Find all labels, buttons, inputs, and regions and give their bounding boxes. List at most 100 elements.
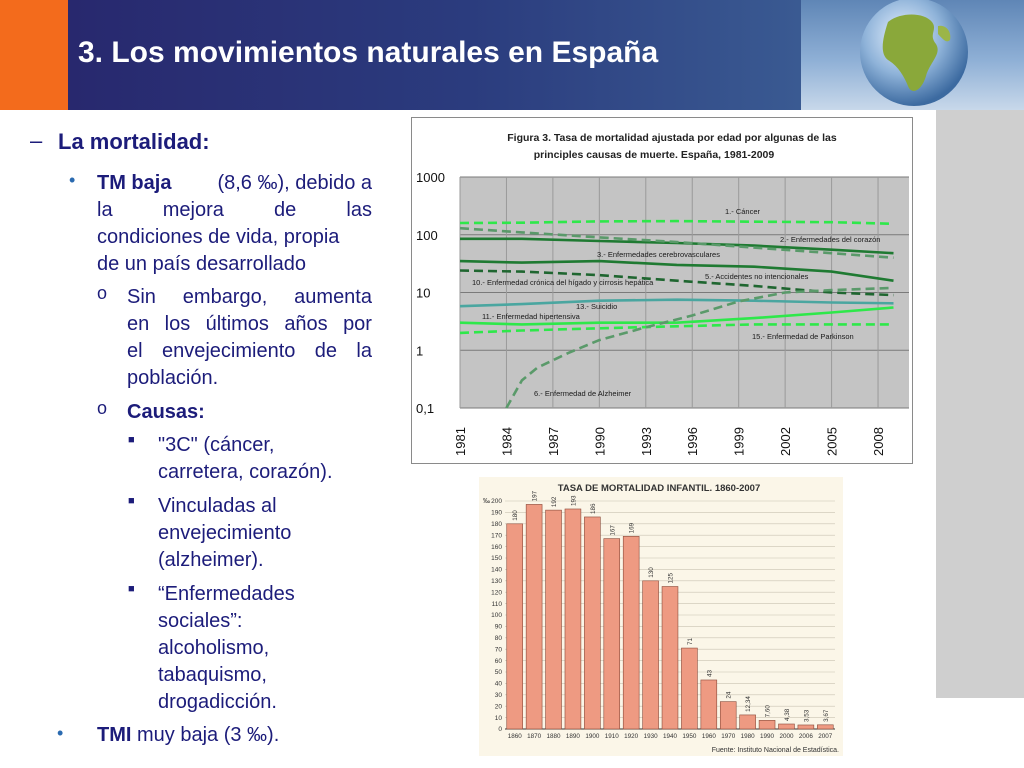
series-label: 3.- Enfermedades cerebrovasculares (597, 250, 720, 259)
bar (758, 720, 776, 730)
x-tick-label: 1940 (663, 733, 678, 740)
bar-value-label: 180 (512, 510, 519, 521)
bar-chart-source: Fuente: Instituto Nacional de Estadístic… (712, 747, 839, 754)
bar (622, 536, 640, 730)
series-label: 2.- Enfermedades del corazón (780, 235, 880, 244)
x-tick-label: 2000 (779, 733, 794, 740)
jw: las (346, 199, 372, 221)
y-tick-label: 40 (495, 681, 503, 688)
bar (603, 538, 621, 730)
header-accent-block (0, 0, 68, 110)
jw: el (127, 340, 143, 362)
series-line (459, 259, 894, 282)
tm-bold: TM baja (97, 172, 172, 194)
bar (642, 580, 659, 730)
bar-value-label: 7,60 (765, 705, 772, 718)
bar (719, 701, 737, 730)
y-tick-label: 1 (416, 343, 423, 358)
tmi-bold: TMI (97, 724, 132, 746)
x-tick-label: 1990 (760, 733, 775, 740)
round-bullet: • (69, 170, 76, 190)
causa-1-line-1: "3C" (cáncer, (158, 434, 275, 456)
mortality-causes-chart-svg: Figura 3. Tasa de mortalidad ajustada po… (416, 132, 909, 456)
bar-value-label: 3,67 (823, 709, 830, 722)
x-tick-label: 2002 (778, 427, 793, 456)
series-line (505, 286, 894, 409)
series-label: 11.- Enfermedad hipertensiva (482, 312, 581, 321)
bar (506, 523, 523, 730)
series-label: 15.- Enfermedad de Parkinson (752, 332, 854, 341)
bar (545, 509, 562, 730)
x-tick-label: 1996 (685, 427, 700, 456)
y-tick-label: 0 (498, 726, 502, 733)
jw: de (274, 199, 297, 221)
x-tick-label: 1930 (644, 733, 659, 740)
square-bullet: ■ (128, 495, 135, 507)
y-tick-label: 30 (495, 692, 503, 699)
infant-mortality-chart: TASA DE MORTALIDAD INFANTIL. 1860-2007 ‰… (479, 477, 843, 756)
square-bullet: ■ (128, 434, 135, 446)
y-tick-label: 140 (491, 567, 502, 574)
y-tick-label: 10 (495, 715, 503, 722)
y-tick-label: 120 (491, 589, 502, 596)
causa-3-line-4: tabaquismo, (158, 664, 267, 686)
jw: por (343, 313, 372, 335)
x-tick-label: 1999 (732, 427, 747, 456)
jw: envejecimiento (161, 340, 296, 362)
sub1-line-1: Sin embargo, aumenta (127, 284, 372, 311)
slide-title: 3. Los movimientos naturales en España (78, 36, 659, 69)
x-tick-label: 1990 (592, 427, 607, 456)
x-tick-label: 1910 (605, 733, 620, 740)
jw: los (164, 313, 191, 335)
bar-value-label: 167 (609, 525, 616, 536)
x-tick-label: 1880 (547, 733, 562, 740)
jw: Sin (127, 286, 156, 308)
causa-3-line-5: drogadicción. (158, 691, 277, 713)
y-tick-label: 80 (495, 635, 503, 642)
jw: la (97, 199, 113, 221)
y-tick-label: 60 (495, 658, 503, 665)
series-line (459, 306, 894, 326)
x-tick-label: 1860 (508, 733, 523, 740)
bar-value-label: 4,38 (784, 708, 791, 721)
slide-header: 3. Los movimientos naturales en España (0, 0, 1024, 110)
bar (564, 508, 582, 730)
y-tick-label: 110 (492, 601, 503, 608)
tmi-line: TMI muy baja (3 ‰). (97, 722, 279, 749)
bar (661, 586, 679, 730)
y-tick-label: 200 (491, 498, 502, 505)
square-bullet: ■ (128, 583, 135, 595)
x-tick-label: 1890 (566, 733, 581, 740)
bar (681, 647, 698, 730)
causa-1-line-2: carretera, corazón). (158, 461, 333, 483)
jw: la (356, 340, 372, 362)
section-heading: La mortalidad: (58, 129, 210, 154)
series-line (459, 323, 894, 335)
x-tick-label: 1981 (453, 427, 468, 456)
bar (797, 724, 815, 730)
tm-line-2: la mejora de las (97, 197, 372, 224)
causa-3-line-2: sociales”: (158, 610, 243, 632)
y-tick-label: 1000 (416, 170, 445, 185)
x-tick-label: 1970 (721, 733, 736, 740)
tm-line-1-text: (8,6 ‰), debido a (217, 172, 372, 194)
series-line (459, 269, 894, 297)
y-tick-label: 130 (491, 578, 502, 585)
globe-icon (860, 0, 968, 106)
bar-value-label: 24 (726, 691, 733, 699)
bar (700, 679, 718, 730)
bar-value-label: 3,53 (803, 709, 810, 722)
bar-value-label: 130 (648, 567, 655, 578)
circle-bullet: o (97, 283, 108, 303)
x-tick-label: 1993 (639, 427, 654, 456)
round-bullet: • (57, 723, 64, 743)
right-side-panel (936, 110, 1024, 698)
chart-title-line-2: principles causas de muerte. España, 198… (534, 149, 775, 161)
y-tick-label: 190 (491, 510, 502, 517)
x-tick-label: 1870 (527, 733, 542, 740)
causas-heading: Causas: (127, 401, 205, 423)
causa-2-line-2: envejecimiento (158, 522, 292, 544)
infant-mortality-chart-svg: TASA DE MORTALIDAD INFANTIL. 1860-2007 ‰… (479, 477, 843, 756)
x-tick-label: 1987 (546, 427, 561, 456)
causa-2-line-3: (alzheimer). (158, 549, 264, 571)
